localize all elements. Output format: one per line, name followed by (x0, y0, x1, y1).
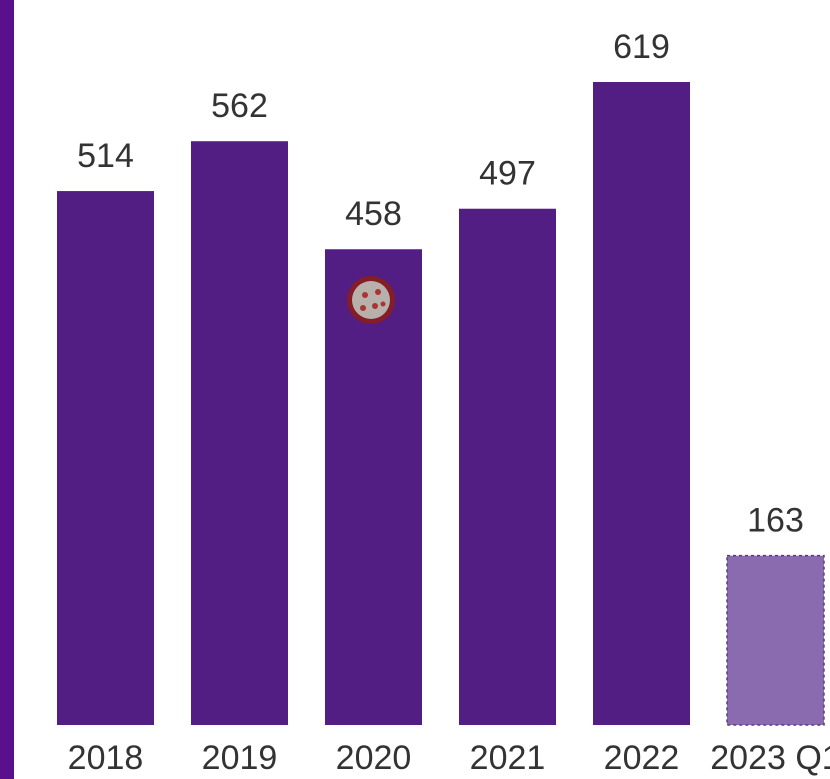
value-label: 562 (211, 87, 268, 125)
virus-icon (347, 276, 395, 324)
value-label: 163 (747, 502, 804, 540)
bar (726, 554, 825, 726)
x-tick-label: 2020 (336, 739, 412, 777)
bar (191, 141, 288, 725)
side-strip (0, 0, 14, 779)
bar (325, 249, 422, 726)
bar (459, 208, 556, 725)
x-tick-label: 2022 (604, 739, 680, 777)
value-label: 458 (345, 195, 402, 233)
value-label: 497 (479, 155, 536, 193)
x-tick-label: 2023 Q1 (710, 739, 830, 777)
value-label: 514 (77, 137, 134, 175)
x-tick-label: 2021 (470, 739, 546, 777)
bar (57, 191, 154, 726)
value-label: 619 (613, 28, 670, 66)
bar (593, 82, 690, 725)
x-tick-label: 2019 (202, 739, 278, 777)
x-tick-label: 2018 (68, 739, 144, 777)
